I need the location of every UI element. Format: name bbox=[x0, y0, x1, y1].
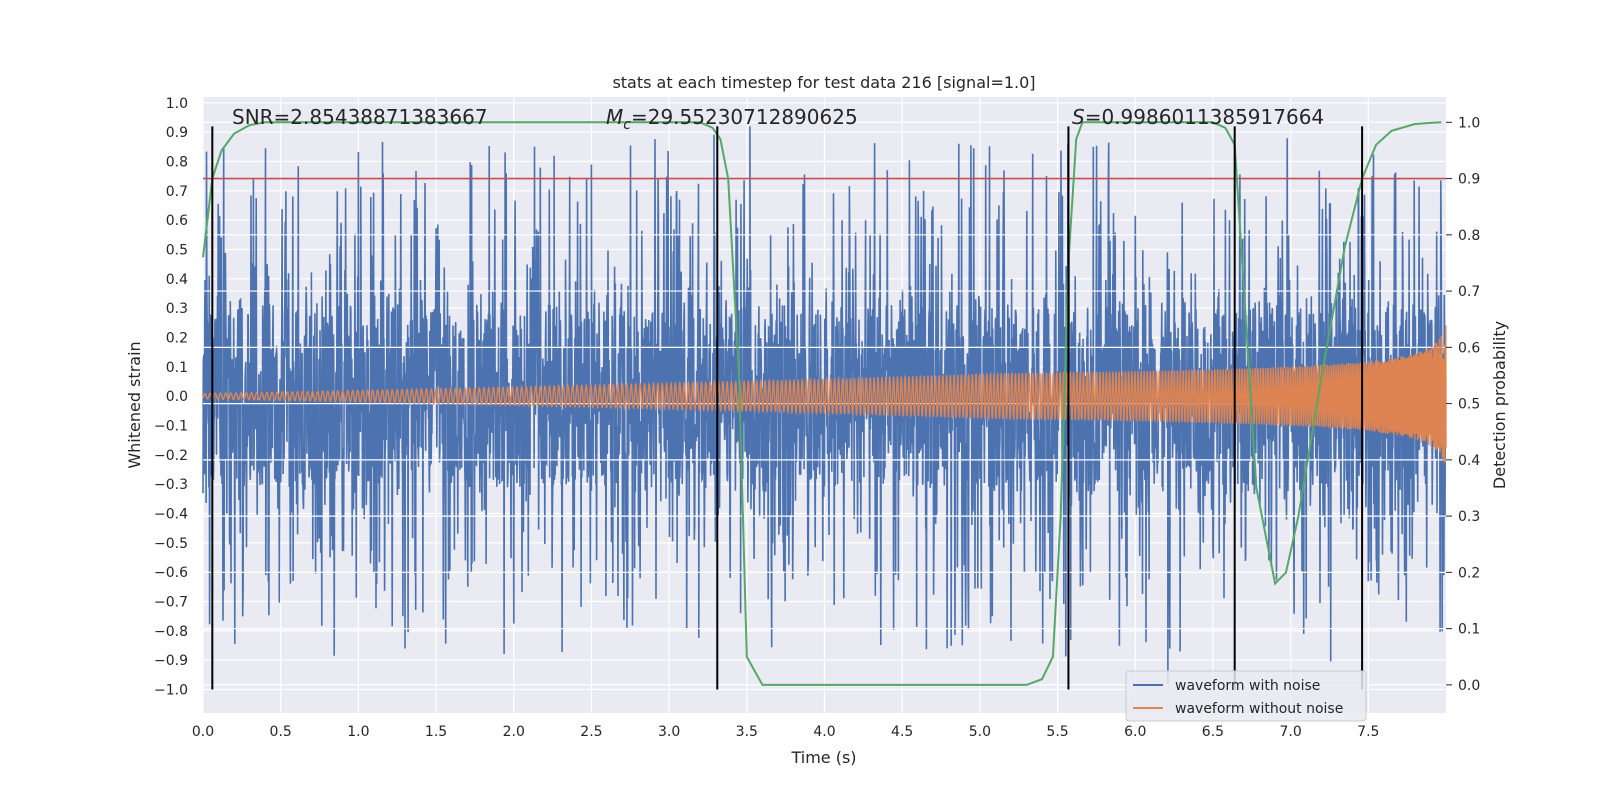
mc-annotation: Mc=29.55230712890625 bbox=[606, 105, 858, 133]
x-tick-label: 6.0 bbox=[1124, 724, 1146, 740]
y-right-tick-label: 0.8 bbox=[1458, 228, 1480, 244]
y-left-tick-label: −0.7 bbox=[154, 595, 188, 611]
x-tick-label: 0.0 bbox=[192, 724, 214, 740]
chart-title: stats at each timestep for test data 216… bbox=[612, 73, 1035, 92]
x-tick-label: 3.5 bbox=[736, 724, 758, 740]
y-left-axis-label: Whitened strain bbox=[125, 341, 144, 468]
y-right-tick-label: 0.0 bbox=[1458, 678, 1480, 694]
y-left-tick-label: −0.9 bbox=[154, 653, 188, 669]
y-left-tick-label: −0.5 bbox=[154, 536, 188, 552]
x-tick-label: 2.5 bbox=[580, 724, 602, 740]
y-right-tick-label: 0.5 bbox=[1458, 397, 1480, 413]
mc-value: =29.55230712890625 bbox=[631, 105, 858, 129]
y-right-tick-label: 1.0 bbox=[1458, 115, 1480, 131]
y-left-tick-label: 0.1 bbox=[166, 360, 188, 376]
y-right-tick-label: 0.2 bbox=[1458, 565, 1480, 581]
legend-signal-label: waveform without noise bbox=[1175, 701, 1343, 717]
legend: waveform with noise waveform without noi… bbox=[1125, 670, 1367, 722]
y-right-axis-ticks: 1.0 0.9 0.8 0.7 0.6 0.5 0.4 0.3 0.2 0.1 0.0 bbox=[1446, 115, 1480, 694]
y-right-tick-label: 0.1 bbox=[1458, 622, 1480, 638]
x-tick-label: 7.0 bbox=[1279, 724, 1301, 740]
x-tick-label: 4.5 bbox=[891, 724, 913, 740]
x-tick-label: 2.0 bbox=[503, 724, 525, 740]
y-left-tick-label: 0.4 bbox=[166, 272, 188, 288]
y-left-tick-label: 0.2 bbox=[166, 331, 188, 347]
s-annotation: S=0.9986011385917664 bbox=[1072, 105, 1324, 129]
signal-waveform-line bbox=[202, 325, 1447, 463]
y-left-tick-label: −0.2 bbox=[154, 448, 188, 464]
mc-symbol: M bbox=[606, 105, 623, 129]
y-right-tick-label: 0.6 bbox=[1458, 340, 1480, 356]
y-right-tick-label: 0.9 bbox=[1458, 172, 1480, 188]
s-symbol: S bbox=[1072, 105, 1085, 129]
x-tick-label: 0.5 bbox=[270, 724, 292, 740]
y-right-tick-label: 0.3 bbox=[1458, 509, 1480, 525]
mc-subscript: c bbox=[623, 117, 631, 133]
legend-noise-label: waveform with noise bbox=[1175, 678, 1320, 694]
x-axis-label: Time (s) bbox=[790, 748, 856, 767]
s-value: =0.9986011385917664 bbox=[1085, 105, 1324, 129]
x-axis-ticks: 0.0 0.5 1.0 1.5 2.0 2.5 3.0 3.5 4.0 4.5 5.0 5.5 6.0 6… bbox=[192, 724, 1380, 740]
y-left-tick-label: 1.0 bbox=[166, 96, 188, 112]
x-tick-label: 7.5 bbox=[1357, 724, 1379, 740]
snr-annotation: SNR=2.85438871383667 bbox=[232, 105, 488, 129]
y-left-tick-label: −0.4 bbox=[154, 507, 188, 523]
y-right-tick-label: 0.7 bbox=[1458, 284, 1480, 300]
x-tick-label: 3.0 bbox=[658, 724, 680, 740]
probability-layer bbox=[202, 121, 1442, 686]
probability-line bbox=[202, 121, 1442, 686]
y-right-tick-label: 0.4 bbox=[1458, 453, 1480, 469]
x-tick-label: 5.5 bbox=[1046, 724, 1068, 740]
legend-box bbox=[1125, 670, 1367, 722]
y-left-tick-label: 0.0 bbox=[166, 389, 188, 405]
y-left-tick-label: −0.8 bbox=[154, 624, 188, 640]
y-left-axis-ticks: 1.0 0.9 0.8 0.7 0.6 0.5 0.4 0.3 0.2 0.1 0.0 −0.1 −0.… bbox=[154, 96, 188, 699]
y-left-tick-label: 0.6 bbox=[166, 213, 188, 229]
signal-waveform-layer bbox=[202, 325, 1447, 463]
x-tick-label: 1.5 bbox=[425, 724, 447, 740]
y-left-tick-label: 0.8 bbox=[166, 155, 188, 171]
y-left-tick-label: −0.3 bbox=[154, 477, 188, 493]
y-left-tick-label: −0.1 bbox=[154, 419, 188, 435]
y-left-tick-label: 0.7 bbox=[166, 184, 188, 200]
x-tick-label: 4.0 bbox=[813, 724, 835, 740]
x-tick-label: 5.0 bbox=[969, 724, 991, 740]
x-tick-label: 6.5 bbox=[1202, 724, 1224, 740]
y-left-tick-label: −1.0 bbox=[154, 683, 188, 699]
y-left-tick-label: 0.9 bbox=[166, 125, 188, 141]
y-right-axis-label: Detection probability bbox=[1490, 321, 1509, 489]
vline-layer bbox=[211, 126, 1364, 690]
y-left-tick-label: −0.6 bbox=[154, 565, 188, 581]
x-tick-label: 1.0 bbox=[347, 724, 369, 740]
y-left-tick-label: 0.3 bbox=[166, 301, 188, 317]
y-left-tick-label: 0.5 bbox=[166, 243, 188, 259]
